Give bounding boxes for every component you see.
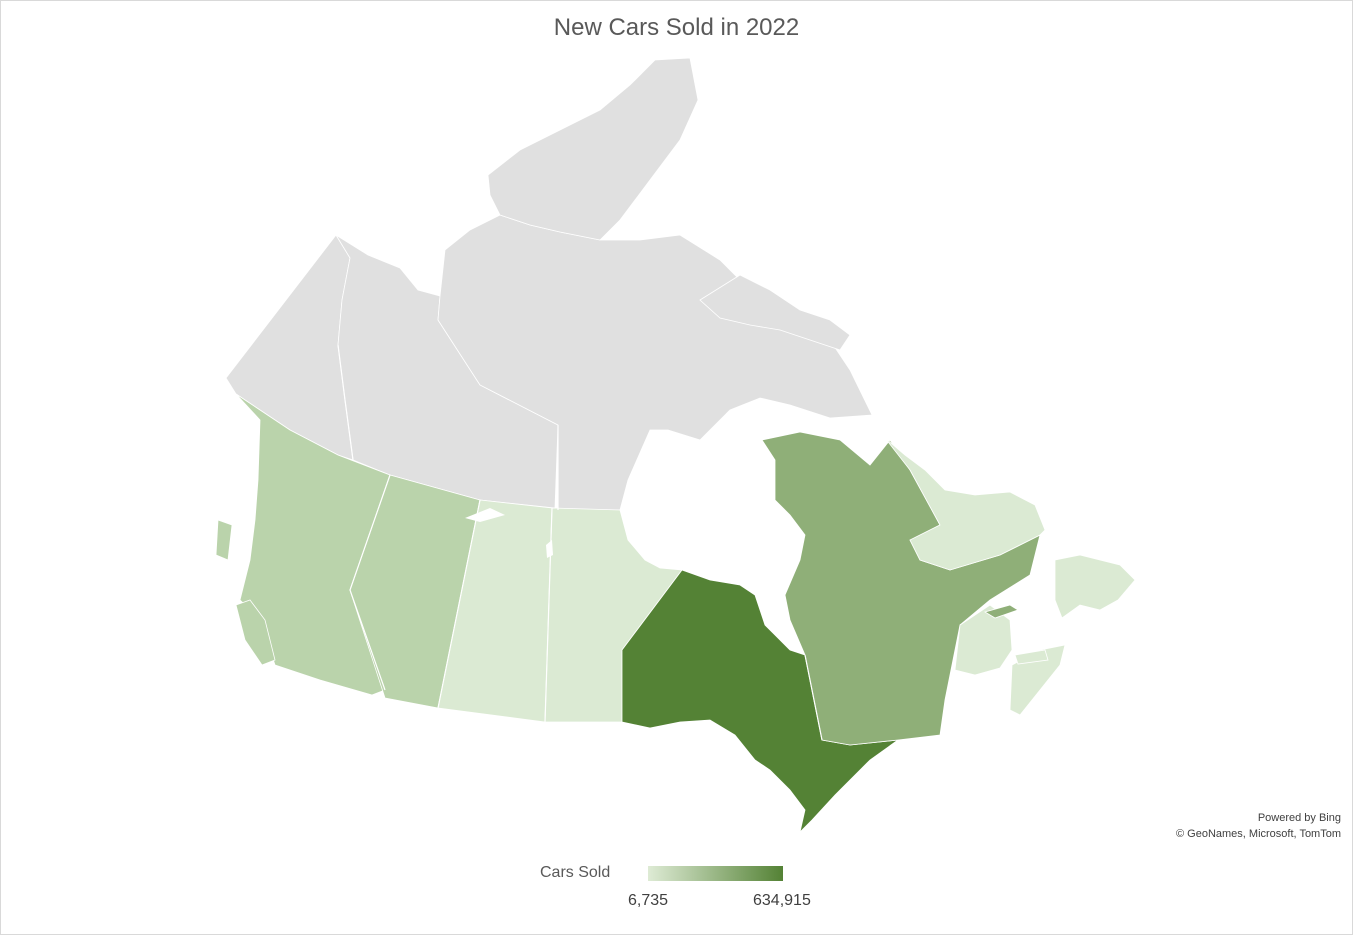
legend-max-label: 634,915 — [753, 892, 811, 909]
attribution-copyright: © GeoNames, Microsoft, TomTom — [1176, 828, 1341, 840]
region-nunavut-baffin[interactable] — [699, 274, 851, 351]
region-nunavut-islands-north[interactable] — [487, 57, 699, 241]
region-newfoundland-island[interactable] — [1054, 554, 1136, 619]
hudson-bay — [620, 398, 805, 595]
region-newfoundland-labrador[interactable] — [884, 437, 1046, 571]
region-ontario[interactable] — [621, 569, 900, 834]
great-slave-lake — [465, 508, 505, 522]
legend-min-label: 6,735 — [628, 892, 669, 909]
region-anticosti[interactable] — [983, 604, 1019, 619]
legend-gradient-bar — [648, 866, 783, 881]
map-attribution: Powered by Bing © GeoNames, Microsoft, T… — [1176, 810, 1341, 842]
region-pei[interactable] — [1014, 649, 1049, 665]
region-british-columbia[interactable] — [235, 393, 391, 696]
chart-title: New Cars Sold in 2022 — [553, 14, 800, 41]
region-new-brunswick[interactable] — [954, 604, 1013, 676]
province-borders — [337, 344, 823, 741]
james-bay — [770, 595, 805, 655]
region-bc-island[interactable] — [235, 599, 276, 666]
region-bc-haida[interactable] — [215, 519, 233, 561]
legend-title: Cars Sold — [540, 864, 611, 881]
attribution-powered-by: Powered by Bing — [1257, 812, 1341, 824]
region-yukon[interactable] — [225, 234, 354, 461]
